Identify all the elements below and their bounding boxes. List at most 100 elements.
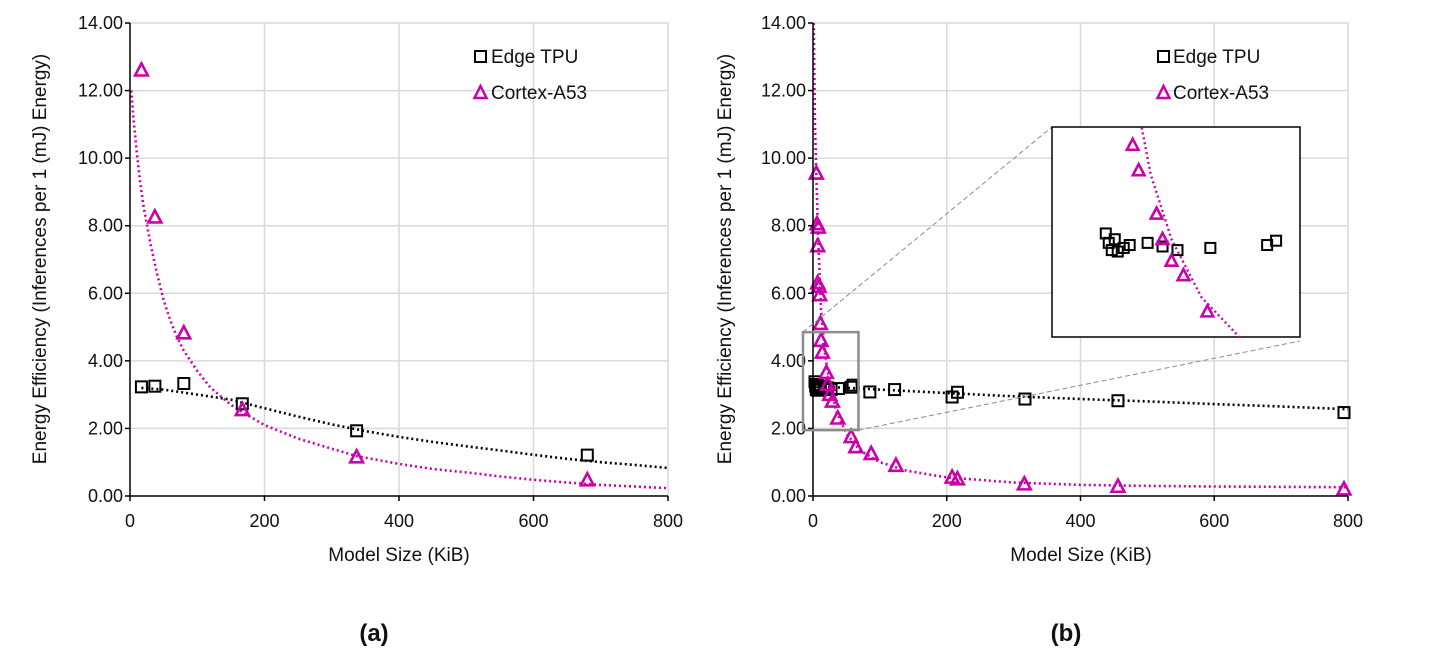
chart-b-inset-point-cortex-a53 (1163, 251, 1180, 267)
panel-label-a: (a) (359, 620, 388, 647)
panel-label-b: (b) (1051, 620, 1082, 647)
chart-b-x-tick: 800 (1333, 511, 1363, 531)
chart-b-point-cortex-a53 (887, 455, 905, 473)
chart-b-y-tick: 12.00 (761, 81, 806, 101)
chart-b-point-cortex-a53 (1109, 476, 1127, 494)
chart-a-points (132, 60, 596, 487)
chart-b-inset-point-cortex-a53 (1199, 302, 1216, 318)
chart-b-point-cortex-a53 (1335, 479, 1353, 496)
chart-b-y-tick: 2.00 (771, 418, 806, 438)
chart-b-point-cortex-a53 (813, 342, 831, 359)
chart-a-y-tick: 12.00 (78, 81, 123, 101)
chart-a-x-tick: 800 (653, 511, 683, 531)
chart-a-point-edge-tpu (148, 379, 162, 393)
chart-b-trendline-edge-tpu (813, 384, 1348, 411)
chart-a-legend-label-cortex-a53: Cortex-A53 (491, 83, 587, 104)
chart-b-x-tick: 200 (932, 511, 962, 531)
chart-b-point-edge-tpu (1111, 394, 1125, 408)
chart-b-point-cortex-a53 (847, 437, 865, 454)
chart-b-point-edge-tpu (1337, 406, 1351, 420)
chart-a: 0.00 2.00 4.00 6.00 8.00 10.00 12.00 14.… (30, 13, 683, 647)
chart-b-inset-point-edge-tpu (1156, 240, 1169, 253)
chart-a-legend: Edge TPU Cortex-A53 (472, 47, 587, 104)
chart-b-inset-point-cortex-a53 (1154, 230, 1171, 246)
chart-b-point-edge-tpu (1018, 392, 1032, 406)
chart-b-x-tick-labels: 0 200 400 600 800 (808, 511, 1363, 531)
chart-b-point-cortex-a53 (809, 236, 827, 253)
chart-a-y-tick: 4.00 (88, 351, 123, 371)
chart-a-point-cortex-a53 (175, 323, 193, 340)
chart-b-inset-point-edge-tpu (1108, 233, 1121, 246)
chart-b-point-cortex-a53 (817, 362, 835, 380)
chart-b-axes (808, 22, 1349, 501)
chart-a-point-edge-tpu (580, 448, 594, 462)
chart-b-point-cortex-a53 (1015, 474, 1033, 491)
chart-b-inset-point-cortex-a53 (1175, 266, 1192, 282)
chart-a-point-edge-tpu (177, 376, 191, 390)
chart-a-point-edge-tpu (134, 380, 148, 394)
chart-b-inset-point-cortex-a53 (1148, 204, 1165, 220)
chart-a-point-cortex-a53 (233, 400, 251, 417)
chart-b-legend: Edge TPU Cortex-A53 (1155, 47, 1269, 104)
chart-a-y-tick: 10.00 (78, 148, 123, 168)
chart-b-point-cortex-a53 (948, 469, 966, 486)
chart-b-zoom-box (801, 126, 1301, 432)
chart-a-y-axis-title: Energy Efficiency (Inferences per 1 (mJ)… (30, 54, 51, 464)
chart-b-point-edge-tpu (844, 380, 858, 394)
chart-b-point-cortex-a53 (842, 427, 860, 444)
chart-b-point-cortex-a53 (811, 313, 829, 331)
chart-b-point-cortex-a53 (829, 408, 847, 425)
chart-b-inset-point-edge-tpu (1141, 236, 1154, 249)
chart-b-points (807, 163, 1353, 496)
chart-b-point-cortex-a53 (807, 163, 825, 180)
chart-b-inset-point-cortex-a53 (1130, 161, 1147, 177)
chart-b-y-axis-title: Energy Efficiency (Inferences per 1 (mJ)… (715, 54, 736, 464)
chart-a-point-cortex-a53 (578, 470, 596, 487)
chart-b-y-tick: 10.00 (761, 148, 806, 168)
chart-b-point-edge-tpu (863, 385, 877, 399)
chart-b-inset-frame (1051, 126, 1301, 338)
chart-b-y-tick: 0.00 (771, 486, 806, 506)
chart-b-y-tick: 6.00 (771, 283, 806, 303)
chart-b-zoom-connector (802, 126, 1053, 333)
chart-b-zoom-rect (801, 330, 860, 432)
chart-b-point-cortex-a53 (811, 285, 829, 302)
chart-b-legend-square-icon (1157, 50, 1170, 63)
chart-a-point-edge-tpu (235, 397, 249, 411)
chart-a-y-tick: 8.00 (88, 216, 123, 236)
chart-b-inset-point-edge-tpu (1204, 241, 1217, 254)
chart-a-legend-square-icon (474, 50, 487, 63)
chart-a-x-axis-title: Model Size (KiB) (328, 545, 470, 566)
chart-b-inset-point-cortex-a53 (1124, 136, 1141, 152)
chart-b-inset-point-edge-tpu (1270, 234, 1283, 247)
chart-b-inset-point-edge-tpu (1123, 239, 1136, 252)
chart-b-y-tick: 14.00 (761, 13, 806, 33)
chart-b-x-axis-title: Model Size (KiB) (1010, 545, 1152, 566)
chart-a-x-tick: 0 (125, 511, 135, 531)
chart-a-axes (125, 22, 669, 501)
chart-b: 0.00 2.00 4.00 6.00 8.00 10.00 12.00 14.… (715, 13, 1363, 647)
chart-a-y-tick: 0.00 (88, 486, 123, 506)
chart-b-y-tick-labels: 0.00 2.00 4.00 6.00 8.00 10.00 12.00 14.… (761, 13, 806, 506)
chart-b-point-cortex-a53 (862, 444, 880, 461)
chart-b-legend-label-edge-tpu: Edge TPU (1173, 47, 1260, 68)
chart-b-point-cortex-a53 (812, 330, 830, 348)
chart-a-y-tick: 2.00 (88, 418, 123, 438)
chart-a-legend-label-edge-tpu: Edge TPU (491, 47, 578, 68)
chart-b-legend-triangle-icon (1155, 83, 1172, 100)
chart-b-inset-points (1099, 136, 1283, 318)
chart-b-inset (1051, 126, 1301, 338)
chart-a-y-tick-labels: 0.00 2.00 4.00 6.00 8.00 10.00 12.00 14.… (78, 13, 123, 506)
chart-a-y-tick: 6.00 (88, 283, 123, 303)
chart-b-point-cortex-a53 (823, 391, 841, 408)
chart-a-y-tick: 14.00 (78, 13, 123, 33)
chart-b-point-edge-tpu (888, 383, 902, 397)
chart-b-y-tick: 8.00 (771, 216, 806, 236)
chart-b-x-tick: 400 (1065, 511, 1095, 531)
chart-a-point-cortex-a53 (132, 60, 150, 77)
chart-a-x-tick: 600 (518, 511, 548, 531)
chart-b-x-tick: 600 (1199, 511, 1229, 531)
chart-a-x-tick-labels: 0 200 400 600 800 (125, 511, 683, 531)
chart-a-grid (130, 22, 669, 496)
chart-b-y-tick: 4.00 (771, 351, 806, 371)
